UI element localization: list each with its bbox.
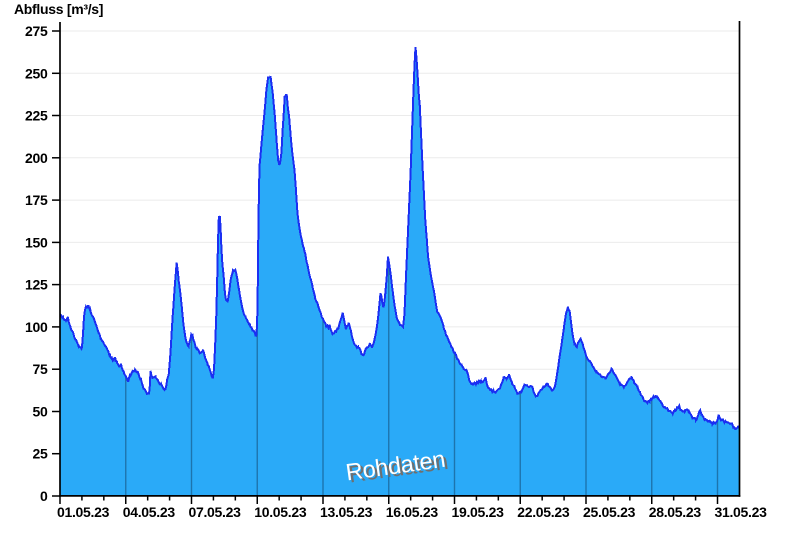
svg-text:275: 275	[25, 23, 48, 39]
svg-text:13.05.23: 13.05.23	[320, 504, 373, 520]
svg-text:0: 0	[40, 488, 48, 504]
svg-text:Abfluss [m³/s]: Abfluss [m³/s]	[14, 1, 103, 17]
svg-text:250: 250	[25, 65, 48, 81]
svg-text:25.05.23: 25.05.23	[583, 504, 636, 520]
svg-text:19.05.23: 19.05.23	[452, 504, 505, 520]
svg-text:01.05.23: 01.05.23	[57, 504, 110, 520]
svg-text:16.05.23: 16.05.23	[386, 504, 439, 520]
svg-text:125: 125	[25, 277, 48, 293]
svg-text:07.05.23: 07.05.23	[189, 504, 242, 520]
svg-text:50: 50	[33, 404, 48, 420]
svg-text:200: 200	[25, 150, 48, 166]
svg-text:175: 175	[25, 192, 48, 208]
svg-text:31.05.23: 31.05.23	[715, 504, 768, 520]
svg-text:22.05.23: 22.05.23	[517, 504, 570, 520]
svg-text:04.05.23: 04.05.23	[123, 504, 176, 520]
svg-text:100: 100	[25, 319, 48, 335]
svg-text:150: 150	[25, 234, 48, 250]
svg-text:10.05.23: 10.05.23	[254, 504, 307, 520]
svg-text:225: 225	[25, 108, 48, 124]
svg-text:28.05.23: 28.05.23	[649, 504, 702, 520]
svg-text:25: 25	[33, 446, 48, 462]
svg-text:75: 75	[33, 361, 48, 377]
